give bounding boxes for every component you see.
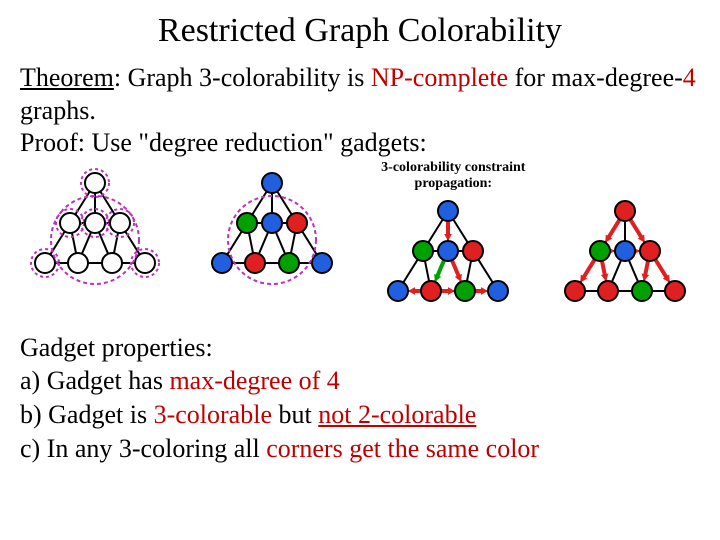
theorem-np: NP-complete bbox=[371, 63, 508, 92]
prop-c-red: corners get the same color bbox=[266, 434, 539, 463]
theorem-label: Theorem bbox=[20, 63, 114, 92]
theorem-block: Theorem: Graph 3-colorability is NP-comp… bbox=[20, 62, 700, 160]
prop-b-mid: but bbox=[272, 400, 318, 429]
prop-b-red1: 3-colorable bbox=[154, 400, 272, 429]
property-a: a) Gadget has max-degree of 4 bbox=[20, 364, 700, 398]
gadget-panel-2 bbox=[197, 168, 347, 293]
properties-header: Gadget properties: bbox=[20, 331, 700, 365]
page-title: Restricted Graph Colorability bbox=[20, 12, 700, 50]
prop-b-pre: b) Gadget is bbox=[20, 400, 154, 429]
prop-c-pre: c) In any 3-coloring all bbox=[20, 434, 266, 463]
diagram-row: 3-colorability constraint propagation: bbox=[20, 168, 700, 321]
prop-a-pre: a) Gadget has bbox=[20, 366, 169, 395]
theorem-four: 4 bbox=[683, 63, 696, 92]
theorem-end: graphs. bbox=[20, 96, 96, 125]
gadget-panel-4 bbox=[550, 168, 700, 321]
properties-block: Gadget properties: a) Gadget has max-deg… bbox=[20, 331, 700, 466]
proof-label: Proof: Use "degree reduction" gadgets: bbox=[20, 128, 427, 157]
theorem-mid: for max-degree- bbox=[508, 63, 683, 92]
constraint-label: 3-colorability constraint propagation: bbox=[363, 160, 543, 192]
gadget-panel-1 bbox=[20, 168, 170, 293]
prop-b-red2: not 2-colorable bbox=[318, 400, 476, 429]
gadget-panel-3: 3-colorability constraint propagation: bbox=[373, 168, 523, 321]
property-c: c) In any 3-coloring all corners get the… bbox=[20, 432, 700, 466]
theorem-pre: : Graph 3-colorability is bbox=[114, 63, 371, 92]
property-b: b) Gadget is 3-colorable but not 2-color… bbox=[20, 398, 700, 432]
prop-a-red: max-degree of 4 bbox=[169, 366, 339, 395]
